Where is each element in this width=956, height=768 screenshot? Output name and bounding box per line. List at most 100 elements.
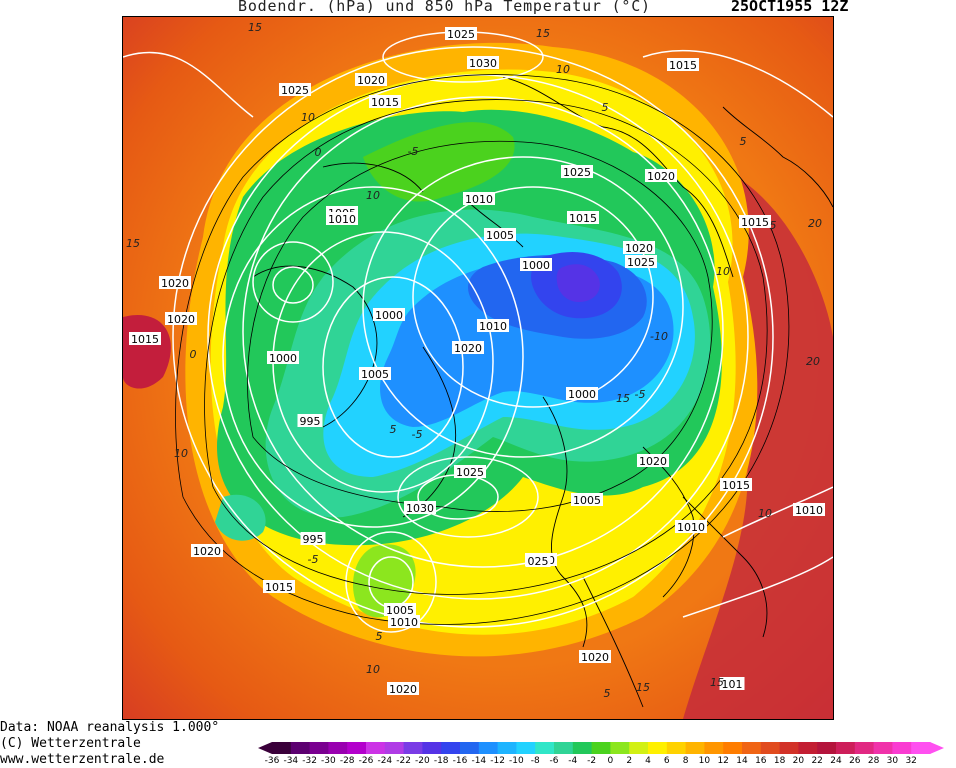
legend-colorbar [258, 742, 944, 754]
svg-text:1030: 1030 [406, 502, 434, 515]
legend-tick-label: 22 [811, 756, 823, 766]
svg-text:1015: 1015 [722, 479, 750, 492]
svg-text:995: 995 [303, 533, 324, 546]
legend-swatch [272, 742, 292, 754]
isotherm-label: 5 [376, 630, 383, 643]
isotherm-label: 10 [556, 63, 570, 76]
copyright: (C) Wetterzentrale [0, 736, 141, 751]
legend-tick-label: 14 [736, 756, 748, 766]
svg-text:1010: 1010 [677, 521, 705, 534]
legend-swatch [554, 742, 574, 754]
legend-swatch [836, 742, 856, 754]
legend-tick-label: 32 [905, 756, 917, 766]
isobar-label: 1015 [720, 478, 752, 492]
isobar-label: 1000 [267, 351, 299, 365]
legend-tick-label: 4 [645, 756, 651, 766]
legend-tick-label: -26 [358, 756, 374, 766]
isotherm-label: 15 [616, 392, 630, 405]
svg-text:1000: 1000 [522, 259, 550, 272]
legend-swatch [497, 742, 517, 754]
isobar-label: 1015 [739, 215, 771, 229]
svg-text:1015: 1015 [569, 212, 597, 225]
legend-tick-label: -22 [396, 756, 411, 766]
legend-tick-label: 0 [607, 756, 614, 766]
legend-tick-label: 2 [626, 756, 633, 766]
isobar-label: 1020 [452, 341, 484, 355]
isobar-label: 1015 [263, 580, 295, 594]
legend-swatch [892, 742, 912, 754]
website-link[interactable]: www.wetterzentrale.de [0, 752, 165, 767]
isotherm-label: -10 [650, 330, 668, 343]
legend-swatch [911, 742, 931, 754]
isotherm-label: 15 [636, 681, 650, 694]
svg-text:1000: 1000 [375, 309, 403, 322]
isobar-label: 1015 [667, 58, 699, 72]
temperature-field [123, 17, 833, 719]
isobar-label: 1010 [463, 192, 495, 206]
legend-arrow-high [930, 742, 944, 754]
svg-text:1015: 1015 [131, 333, 159, 346]
isobar-label: 1005 [384, 603, 416, 617]
svg-text:1015: 1015 [265, 581, 293, 594]
svg-text:1000: 1000 [568, 388, 596, 401]
svg-text:1020: 1020 [581, 651, 609, 664]
isotherm-label: 20 [806, 355, 820, 368]
legend-tick-label: -36 [264, 756, 280, 766]
isobar-label: 1030 [467, 56, 499, 70]
svg-text:1025: 1025 [627, 256, 655, 269]
isotherm-label: 15 [536, 27, 550, 40]
legend-tick-label: 26 [849, 756, 861, 766]
isobar-label: 1010 [388, 615, 420, 629]
legend-tick-label: -34 [283, 756, 299, 766]
isotherm-label: -5 [635, 388, 646, 401]
legend-tick-label: -4 [568, 756, 578, 766]
legend-swatch [629, 742, 649, 754]
legend-tick-label: -6 [549, 756, 559, 766]
isobar-label: 1020 [165, 312, 197, 326]
legend-tick-label: 16 [755, 756, 767, 766]
weather-map: 1025103010151020102510151025102010101005… [122, 16, 834, 720]
legend-swatch [441, 742, 461, 754]
isotherm-label: 5 [604, 687, 611, 700]
isobar-label: 1020 [623, 241, 655, 255]
legend-swatch [779, 742, 799, 754]
title-text: Bodendr. (hPa) und 850 hPa Temperatur (°… [238, 0, 651, 15]
legend-tick-label: -14 [471, 756, 487, 766]
isotherm-label: -5 [408, 145, 419, 158]
isobar-label: 101 [719, 677, 745, 691]
isobar-label: 1010 [675, 520, 707, 534]
isotherm-label: 10 [716, 265, 730, 278]
isobar-label: 1030 [404, 501, 436, 515]
legend-swatch [516, 742, 536, 754]
isobar-label: 1025 [454, 465, 486, 479]
isobar-label: 1015 [567, 211, 599, 225]
legend-swatch [666, 742, 687, 754]
date-stamp: 25OCT1955 12Z [731, 0, 849, 15]
legend-tick-label: 20 [792, 756, 805, 766]
legend-tick-label: 30 [886, 756, 899, 766]
legend-swatch [648, 742, 668, 754]
svg-text:1020: 1020 [161, 277, 189, 290]
isobar-label: 1010 [477, 319, 509, 333]
isotherm-label: 10 [301, 111, 315, 124]
legend-swatch [742, 742, 762, 754]
svg-text:1000: 1000 [269, 352, 297, 365]
legend-tick-label: -24 [377, 756, 393, 766]
legend-tick-label: 6 [663, 756, 670, 766]
legend-tick-label: -20 [415, 756, 430, 766]
isobar-label: 1000 [373, 308, 405, 322]
isotherm-label: 15 [248, 21, 262, 34]
legend-swatch [384, 742, 405, 754]
svg-text:1005: 1005 [361, 368, 389, 381]
legend-swatch [347, 742, 367, 754]
legend-swatch [760, 742, 781, 754]
legend-tick-label: -18 [433, 756, 449, 766]
svg-text:1010: 1010 [479, 320, 507, 333]
isobar-label: 1025 [279, 83, 311, 97]
legend-arrow-low [258, 742, 272, 754]
svg-text:1020: 1020 [625, 242, 653, 255]
isobar-label: 1025 [561, 165, 593, 179]
legend-tick-label: 8 [682, 756, 689, 766]
svg-text:1020: 1020 [647, 170, 675, 183]
isotherm-label: 15 [126, 237, 140, 250]
